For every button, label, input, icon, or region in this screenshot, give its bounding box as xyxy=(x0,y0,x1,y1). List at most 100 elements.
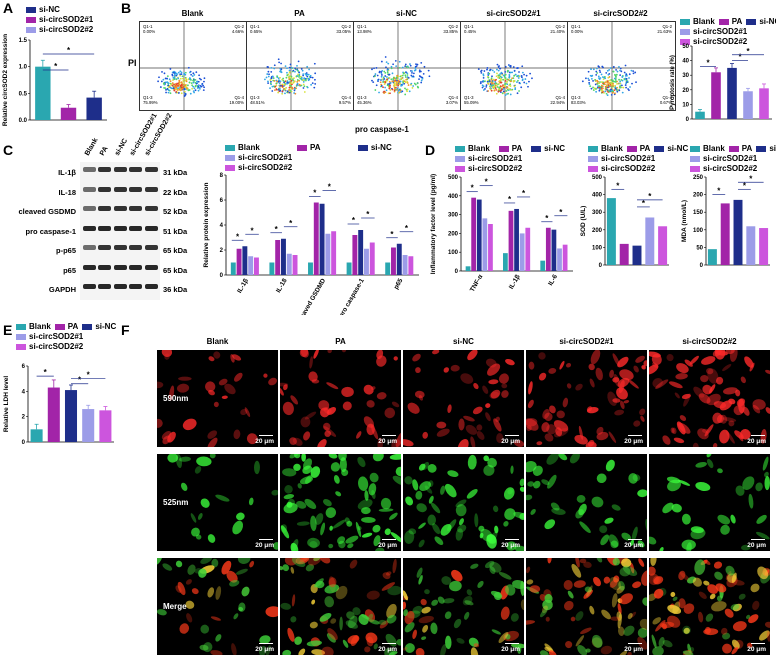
y-tick-label: 30 xyxy=(682,73,689,79)
cell xyxy=(310,515,317,531)
flow-event xyxy=(412,75,415,78)
cell xyxy=(324,430,332,437)
cell xyxy=(328,577,337,588)
significance-star: * xyxy=(366,210,370,219)
cell xyxy=(723,387,738,395)
cell xyxy=(724,608,734,618)
cell xyxy=(526,566,531,574)
flow-event xyxy=(518,90,520,92)
legend-item: si-circSOD2#2 xyxy=(225,163,425,172)
quadrant-value: 33.85% xyxy=(443,29,458,34)
cell xyxy=(752,600,760,611)
bar xyxy=(396,243,402,275)
panel-label-e: E xyxy=(3,322,13,338)
cell xyxy=(541,422,550,433)
flow-event xyxy=(294,92,297,95)
cell xyxy=(539,608,548,618)
cell xyxy=(443,598,455,604)
flow-event xyxy=(167,82,170,85)
cell xyxy=(373,643,378,650)
flow-event xyxy=(305,72,308,74)
cell xyxy=(324,596,334,608)
bar xyxy=(47,387,60,442)
cell xyxy=(610,540,619,549)
cell xyxy=(175,454,182,469)
bar xyxy=(60,107,77,120)
flow-event xyxy=(285,76,288,79)
bar xyxy=(746,226,756,265)
legend-swatch xyxy=(357,144,368,151)
flow-event xyxy=(302,79,305,82)
quadrant-name: Q1-1 xyxy=(250,24,260,29)
cell xyxy=(513,439,524,447)
significance-star: * xyxy=(250,226,254,235)
blot-protein-label: p65 xyxy=(63,265,76,275)
flow-event xyxy=(524,78,527,80)
legend-swatch xyxy=(455,145,465,152)
flow-event xyxy=(271,90,274,92)
cell xyxy=(209,454,216,459)
cell xyxy=(380,497,392,510)
cell xyxy=(246,433,258,445)
flow-event xyxy=(300,77,303,79)
cell xyxy=(382,572,391,580)
micrograph-cells xyxy=(649,454,770,551)
cell xyxy=(412,479,419,491)
cell xyxy=(381,582,396,591)
cell xyxy=(157,558,163,565)
flow-event xyxy=(402,79,405,82)
cell xyxy=(230,354,235,363)
flow-event xyxy=(393,84,396,86)
cell xyxy=(378,508,394,512)
flow-event xyxy=(288,69,291,72)
cell xyxy=(637,540,645,548)
flow-event xyxy=(175,91,178,93)
micro-row-label: 525nm xyxy=(163,498,189,507)
flow-event xyxy=(390,78,393,81)
cell xyxy=(335,585,348,600)
significance-star: * xyxy=(559,208,563,217)
blot-band xyxy=(129,245,143,250)
legend-label: PA xyxy=(639,144,651,153)
cell xyxy=(722,643,732,654)
cell xyxy=(301,454,306,462)
cell xyxy=(639,618,647,630)
flow-event xyxy=(282,79,285,82)
flow-event xyxy=(518,81,521,84)
flow-event xyxy=(623,78,626,80)
flow-event xyxy=(378,71,381,74)
flow-event xyxy=(381,74,383,76)
flow-event xyxy=(590,68,592,71)
cell xyxy=(271,489,278,496)
cell xyxy=(361,532,373,538)
significance-star: * xyxy=(749,174,753,183)
flow-event xyxy=(504,77,507,79)
flow-event xyxy=(589,85,592,88)
legend-swatch xyxy=(756,145,767,152)
significance-star: * xyxy=(717,187,721,196)
cell xyxy=(199,644,209,651)
cell xyxy=(627,379,639,389)
cell xyxy=(745,614,751,620)
flow-event xyxy=(172,87,175,90)
legend-item: si-circSOD2#1 xyxy=(455,154,570,163)
legend-label: si-circSOD2#1 xyxy=(39,15,94,24)
cell xyxy=(489,566,496,574)
flow-plot: Q1-1 0.00% Q1-2 21.63% Q1-3 83.03% Q1-4 0.67% xyxy=(567,21,676,111)
cell xyxy=(391,401,400,408)
legend-label: si-circSOD2#1 xyxy=(601,154,656,163)
cell xyxy=(635,355,645,363)
cell xyxy=(583,561,592,568)
flow-event xyxy=(616,86,618,89)
flow-event xyxy=(624,64,627,67)
flow-event xyxy=(375,67,378,69)
cell xyxy=(756,514,767,524)
legend-swatch xyxy=(680,38,690,45)
cell xyxy=(317,439,327,447)
flow-event xyxy=(495,88,498,91)
flow-event xyxy=(384,86,386,89)
cell xyxy=(205,381,216,392)
flow-event xyxy=(178,79,181,82)
cell xyxy=(280,602,292,610)
flow-event xyxy=(514,88,517,91)
